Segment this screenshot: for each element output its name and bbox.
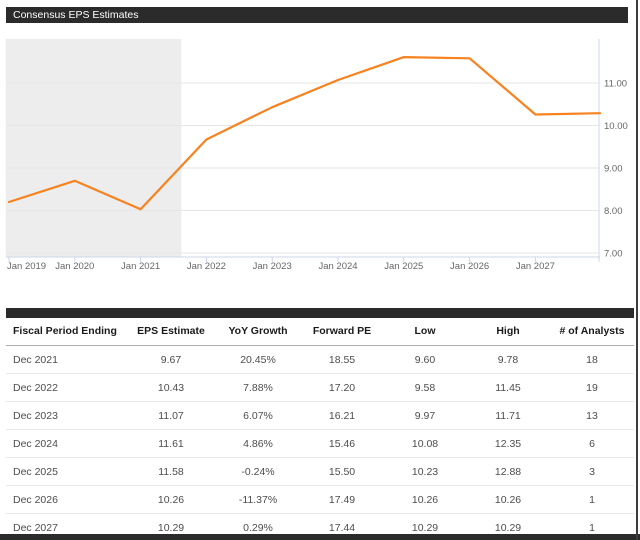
table-row: Dec 2022 10.43 7.88% 17.20 9.58 11.45 19 bbox=[6, 373, 634, 402]
value-cell: 13 bbox=[550, 401, 634, 430]
value-cell: -11.37% bbox=[216, 485, 300, 514]
fiscal-period-cell: Dec 2021 bbox=[6, 345, 126, 374]
x-axis-label: Jan 2027 bbox=[516, 261, 555, 272]
y-axis-label: 8.00 bbox=[604, 206, 623, 217]
value-cell: 10.26 bbox=[466, 485, 550, 514]
column-header: High bbox=[466, 318, 550, 346]
chart-title-bar: Consensus EPS Estimates bbox=[6, 7, 628, 23]
value-cell: 7.88% bbox=[216, 373, 300, 402]
chart-title: Consensus EPS Estimates bbox=[13, 9, 139, 21]
value-cell: 1 bbox=[550, 485, 634, 514]
value-cell: 16.21 bbox=[300, 401, 384, 430]
value-cell: 10.08 bbox=[384, 429, 466, 458]
eps-line-chart: Jan 2019 Jan 2020 Jan 2021 Jan 2022 Jan 2023… bbox=[5, 39, 628, 272]
table-row: Dec 2021 9.67 20.45% 18.55 9.60 9.78 18 bbox=[6, 345, 634, 374]
y-axis-label: 9.00 bbox=[604, 164, 623, 175]
column-header: # of Analysts bbox=[550, 318, 634, 346]
table-row: Dec 2024 11.61 4.86% 15.46 10.08 12.35 6 bbox=[6, 429, 634, 458]
column-header: Fiscal Period Ending bbox=[6, 318, 126, 346]
value-cell: 11.61 bbox=[126, 429, 216, 458]
value-cell: 15.50 bbox=[300, 457, 384, 486]
value-cell: 9.58 bbox=[384, 373, 466, 402]
column-header: Forward PE bbox=[300, 318, 384, 346]
historical-plot-band bbox=[5, 39, 182, 257]
value-cell: 15.46 bbox=[300, 429, 384, 458]
value-cell: 11.45 bbox=[466, 373, 550, 402]
value-cell: 11.71 bbox=[466, 401, 550, 430]
y-axis-label: 10.00 bbox=[604, 121, 628, 132]
fiscal-period-cell: Dec 2022 bbox=[6, 373, 126, 402]
value-cell: 10.26 bbox=[126, 485, 216, 514]
table-row: Dec 2025 11.58 -0.24% 15.50 10.23 12.88 3 bbox=[6, 457, 634, 486]
fiscal-period-cell: Dec 2026 bbox=[6, 485, 126, 514]
value-cell: 9.78 bbox=[466, 345, 550, 374]
y-axis-label: 7.00 bbox=[604, 249, 623, 260]
value-cell: 9.97 bbox=[384, 401, 466, 430]
value-cell: 6 bbox=[550, 429, 634, 458]
fiscal-period-cell: Dec 2024 bbox=[6, 429, 126, 458]
eps-series-line bbox=[7, 56, 602, 211]
column-header: EPS Estimate bbox=[126, 318, 216, 346]
value-cell: 17.49 bbox=[300, 485, 384, 514]
x-axis-label: Jan 2025 bbox=[384, 261, 423, 272]
value-cell: 12.35 bbox=[466, 429, 550, 458]
value-cell: -0.24% bbox=[216, 457, 300, 486]
value-cell: 6.07% bbox=[216, 401, 300, 430]
value-cell: 11.58 bbox=[126, 457, 216, 486]
value-cell: 18 bbox=[550, 345, 634, 374]
table-top-bar bbox=[6, 308, 634, 318]
fiscal-period-cell: Dec 2023 bbox=[6, 401, 126, 430]
column-header: Low bbox=[384, 318, 466, 346]
estimates-table: Fiscal Period Ending EPS Estimate YoY Grow… bbox=[6, 318, 634, 540]
value-cell: 18.55 bbox=[300, 345, 384, 374]
x-axis-label: Jan 2022 bbox=[187, 261, 226, 272]
x-axis-label: Jan 2020 bbox=[55, 261, 94, 272]
value-cell: 19 bbox=[550, 373, 634, 402]
column-header: YoY Growth bbox=[216, 318, 300, 346]
table-header-row: Fiscal Period Ending EPS Estimate YoY Grow… bbox=[6, 318, 634, 346]
value-cell: 12.88 bbox=[466, 457, 550, 486]
widget-right-border bbox=[636, 0, 638, 540]
x-axis-label: Jan 2023 bbox=[253, 261, 292, 272]
x-axis-label: Jan 2026 bbox=[450, 261, 489, 272]
value-cell: 17.20 bbox=[300, 373, 384, 402]
value-cell: 4.86% bbox=[216, 429, 300, 458]
value-cell: 20.45% bbox=[216, 345, 300, 374]
value-cell: 3 bbox=[550, 457, 634, 486]
y-axis-label: 11.00 bbox=[604, 79, 627, 90]
value-cell: 11.07 bbox=[126, 401, 216, 430]
table-row: Dec 2026 10.26 -11.37% 17.49 10.26 10.26 1 bbox=[6, 485, 634, 514]
value-cell: 9.67 bbox=[126, 345, 216, 374]
value-cell: 10.26 bbox=[384, 485, 466, 514]
table-bottom-bar bbox=[0, 534, 640, 540]
value-cell: 10.43 bbox=[126, 373, 216, 402]
x-axis-label: Jan 2019 bbox=[7, 261, 46, 272]
x-axis-label: Jan 2021 bbox=[121, 261, 160, 272]
x-axis-label: Jan 2024 bbox=[318, 261, 357, 272]
value-cell: 9.60 bbox=[384, 345, 466, 374]
value-cell: 10.23 bbox=[384, 457, 466, 486]
table-row: Dec 2023 11.07 6.07% 16.21 9.97 11.71 13 bbox=[6, 401, 634, 430]
fiscal-period-cell: Dec 2025 bbox=[6, 457, 126, 486]
